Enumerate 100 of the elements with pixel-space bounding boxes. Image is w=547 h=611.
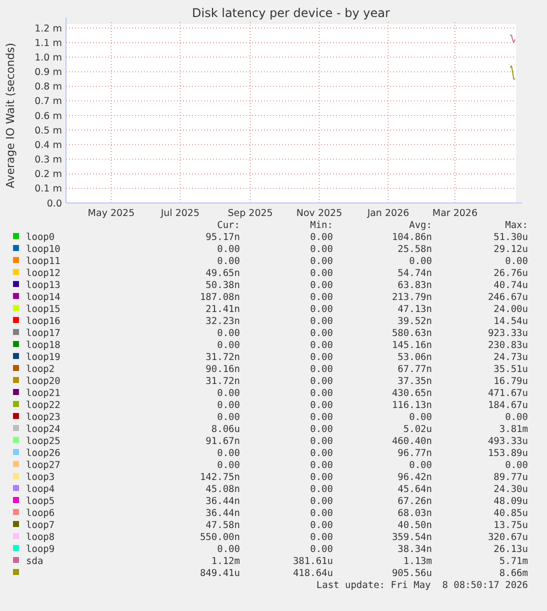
- text: 418.64u: [292, 568, 333, 579]
- text: 430.65n: [392, 388, 432, 399]
- y-tick-label: 1.2 m: [34, 23, 62, 34]
- text: 493.33u: [488, 436, 528, 447]
- legend-label: loop4: [26, 484, 55, 495]
- legend-label: loop24: [26, 424, 61, 435]
- text: 67.26n: [398, 496, 432, 507]
- x-tick-label: Sep 2025: [228, 208, 273, 219]
- text: 0.00: [310, 448, 334, 459]
- legend-label: loop16: [26, 316, 61, 327]
- y-tick-label: 0.2 m: [34, 169, 62, 180]
- legend-label: loop3: [26, 472, 55, 483]
- text: 96.42n: [398, 472, 432, 483]
- legend-label: loop27: [26, 460, 60, 471]
- text: 145.16n: [392, 340, 432, 351]
- legend-label: loop11: [26, 256, 61, 267]
- legend-label: loop5: [26, 496, 55, 507]
- text: 246.67u: [488, 292, 528, 303]
- y-tick-label: 0.1 m: [34, 184, 62, 195]
- y-tick-label: 0.3 m: [34, 154, 62, 166]
- text: 8.66m: [499, 568, 528, 579]
- text: 0.00: [310, 232, 334, 243]
- text: 0.00: [310, 484, 334, 495]
- legend-label: loop22: [26, 400, 60, 411]
- legend-label: loop10: [26, 244, 61, 255]
- text: 1.12m: [211, 556, 240, 567]
- text: 104.86n: [392, 232, 432, 243]
- text: 550.00n: [200, 532, 240, 543]
- text: 0.00: [310, 460, 334, 471]
- legend-label: loop7: [26, 520, 55, 531]
- text: 471.67u: [488, 388, 528, 399]
- text: 0.00: [217, 328, 240, 339]
- text: 50.38n: [206, 280, 240, 291]
- text: 0.00: [310, 352, 334, 363]
- text: 5.71m: [499, 556, 528, 567]
- text: 0.00: [310, 532, 334, 543]
- text: 320.67u: [488, 532, 528, 543]
- text: 47.58n: [206, 520, 240, 531]
- line-series: [510, 65, 516, 80]
- y-tick-label: 0.7 m: [34, 96, 62, 108]
- text: 16.79u: [494, 376, 528, 387]
- legend-label: loop2: [26, 364, 55, 375]
- text: 29.12u: [494, 244, 528, 255]
- text: 13.75u: [494, 520, 528, 531]
- y-tick-label: 0.8 m: [34, 82, 62, 93]
- legend-label: loop0: [26, 232, 55, 243]
- text: 54.74n: [398, 268, 432, 279]
- text: 37.35n: [398, 376, 432, 387]
- text: 3.81m: [499, 424, 528, 435]
- text: 0.00: [310, 316, 334, 327]
- text: 0.00: [310, 304, 334, 315]
- legend-label: loop12: [26, 268, 60, 279]
- text: 63.83n: [398, 280, 432, 291]
- text: 460.40n: [392, 436, 432, 447]
- text: 0.00: [217, 244, 240, 255]
- text: 45.64n: [398, 484, 432, 495]
- text: 26.76u: [494, 268, 528, 279]
- text: 849.41u: [200, 568, 240, 579]
- text: 0.00: [310, 244, 334, 255]
- legend-label: loop19: [26, 352, 61, 363]
- text: 905.56u: [392, 568, 432, 579]
- text: 0.00: [310, 376, 334, 387]
- text: 25.58n: [398, 244, 432, 255]
- text: 91.67n: [206, 436, 240, 447]
- text: 32.23n: [206, 316, 240, 327]
- text: Max:: [505, 220, 528, 231]
- text: 0.00: [310, 436, 334, 447]
- text: 45.08n: [206, 484, 240, 495]
- text: 153.89u: [488, 448, 528, 459]
- text: 24.73u: [494, 352, 528, 363]
- legend-label: loop15: [26, 304, 60, 315]
- text: 35.51u: [494, 364, 528, 375]
- text: 8.06u: [211, 424, 240, 435]
- legend-label: loop17: [26, 328, 60, 339]
- text: 40.74u: [494, 280, 528, 291]
- text: 0.00: [310, 472, 334, 483]
- text: 48.09u: [494, 496, 528, 507]
- text: 1.13m: [403, 556, 432, 567]
- text: 0.00: [310, 496, 334, 507]
- text: 0.00: [217, 460, 240, 471]
- text: 116.13n: [392, 400, 432, 411]
- legend-label: loop13: [26, 280, 60, 291]
- text: 51.30u: [494, 232, 528, 243]
- text: Last update: Fri May 8 08:50:17 2026: [316, 580, 528, 591]
- text: Avg:: [409, 220, 432, 231]
- text: 40.85u: [494, 508, 528, 519]
- legend-label: loop26: [26, 448, 61, 459]
- text: 923.33u: [488, 328, 528, 339]
- text: 24.30u: [494, 484, 528, 495]
- text: 36.44n: [206, 496, 240, 507]
- text: 0.00: [409, 460, 432, 471]
- y-tick-label: 0.6 m: [34, 110, 62, 122]
- y-tick-label: 1.1 m: [34, 38, 62, 49]
- x-tick-label: Mar 2026: [432, 208, 478, 219]
- text: 0.00: [409, 412, 432, 423]
- y-tick-label: 0.0: [46, 198, 62, 210]
- text: Min:: [310, 220, 333, 231]
- legend-label: loop6: [26, 508, 55, 519]
- text: 0.00: [310, 388, 334, 399]
- text: 230.83u: [488, 340, 528, 351]
